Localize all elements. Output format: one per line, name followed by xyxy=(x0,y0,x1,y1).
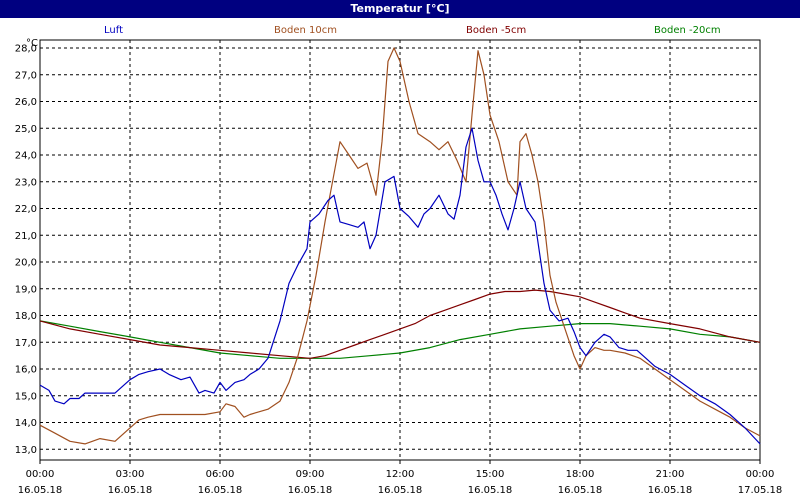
series-line-luft xyxy=(39,127,761,445)
chart-title: Temperatur [°C] xyxy=(0,0,800,18)
y-tick-label: 28,0 xyxy=(15,44,37,55)
legend-item-boden-20cm: Boden -20cm xyxy=(654,25,721,36)
y-tick-label: 20,0 xyxy=(15,258,37,269)
x-tick-time-label: 06:00 xyxy=(206,469,235,480)
y-tick-label: 23,0 xyxy=(15,177,37,188)
x-tick-date-label: 16.05.18 xyxy=(468,485,513,496)
x-tick-date-label: 16.05.18 xyxy=(288,485,333,496)
x-tick-time-label: 00:00 xyxy=(746,469,775,480)
y-tick-label: 13,0 xyxy=(15,445,37,456)
x-tick-date-label: 16.05.18 xyxy=(108,485,153,496)
x-tick-date-label: 17.05.18 xyxy=(738,485,783,496)
y-tick-label: 16,0 xyxy=(15,365,37,376)
y-tick-label: 25,0 xyxy=(15,124,37,135)
legend-item-boden-5cm: Boden -5cm xyxy=(466,25,527,36)
y-tick-label: 27,0 xyxy=(15,70,37,81)
y-tick-label: 22,0 xyxy=(15,204,37,215)
x-tick-time-label: 15:00 xyxy=(476,469,505,480)
y-tick-label: 19,0 xyxy=(15,284,37,295)
y-tick-label: 26,0 xyxy=(15,97,37,108)
x-tick-date-label: 16.05.18 xyxy=(198,485,243,496)
y-axis-unit: °C xyxy=(26,38,38,49)
y-tick-label: 18,0 xyxy=(15,311,37,322)
series-line-boden-5cm xyxy=(39,289,761,359)
y-tick-label: 14,0 xyxy=(15,418,37,429)
x-tick-time-label: 09:00 xyxy=(296,469,325,480)
x-tick-time-label: 18:00 xyxy=(566,469,595,480)
legend-item-boden-10cm: Boden 10cm xyxy=(274,25,337,36)
x-tick-time-label: 00:00 xyxy=(26,469,55,480)
series-line-boden-20cm xyxy=(39,320,761,359)
x-tick-date-label: 16.05.18 xyxy=(648,485,693,496)
x-tick-time-label: 21:00 xyxy=(656,469,685,480)
x-tick-time-label: 03:00 xyxy=(116,469,145,480)
x-tick-date-label: 16.05.18 xyxy=(378,485,423,496)
legend-item-luft: Luft xyxy=(104,25,123,36)
x-tick-date-label: 16.05.18 xyxy=(558,485,603,496)
y-tick-label: 21,0 xyxy=(15,231,37,242)
x-tick-date-label: 16.05.18 xyxy=(18,485,63,496)
y-tick-label: 17,0 xyxy=(15,338,37,349)
x-tick-time-label: 12:00 xyxy=(386,469,415,480)
y-tick-label: 15,0 xyxy=(15,391,37,402)
series-line-boden-10cm xyxy=(39,47,761,445)
y-tick-label: 24,0 xyxy=(15,151,37,162)
